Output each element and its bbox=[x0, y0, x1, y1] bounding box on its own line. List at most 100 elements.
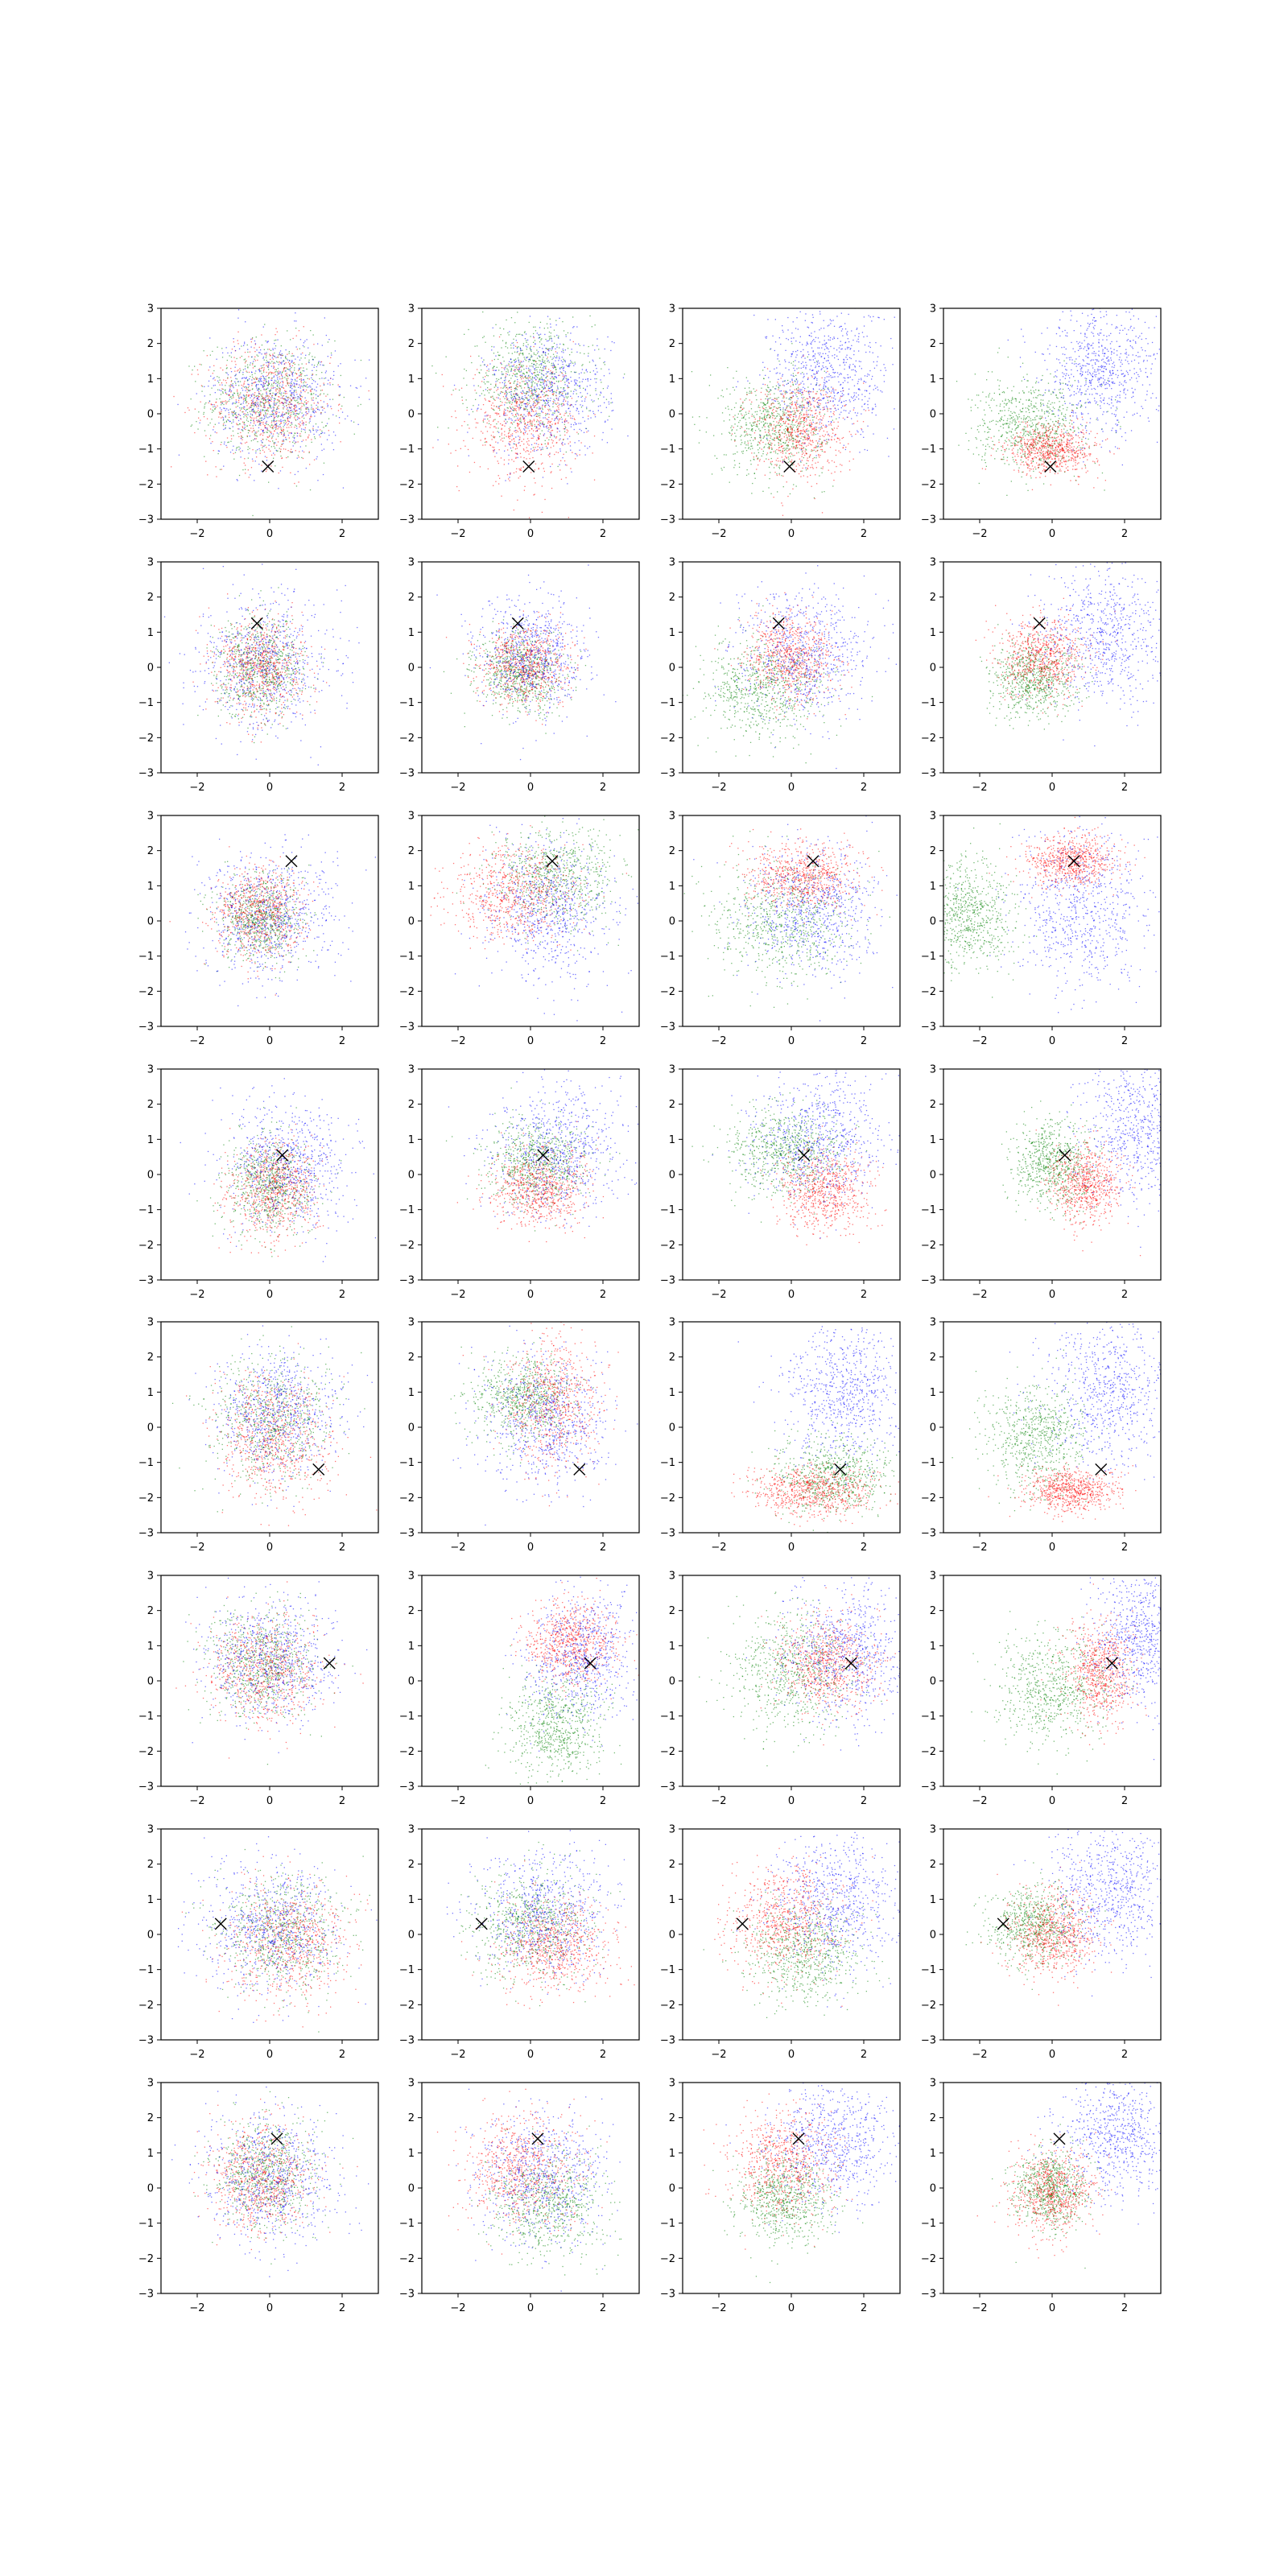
x-tick-label: 0 bbox=[266, 528, 273, 540]
red-point bbox=[509, 400, 510, 401]
blue-point bbox=[236, 374, 237, 375]
green-point bbox=[739, 467, 740, 468]
blue-point bbox=[298, 387, 299, 388]
red-point bbox=[562, 444, 563, 445]
red-point bbox=[559, 414, 560, 415]
green-point bbox=[744, 400, 745, 401]
blue-point bbox=[255, 343, 256, 344]
blue-point bbox=[279, 378, 280, 379]
green-point bbox=[754, 438, 755, 439]
blue-point bbox=[302, 451, 303, 452]
green-point bbox=[314, 436, 315, 437]
green-point bbox=[273, 458, 274, 459]
blue-point bbox=[269, 404, 270, 405]
green-point bbox=[815, 434, 816, 435]
green-point bbox=[588, 346, 589, 347]
red-point bbox=[311, 416, 312, 417]
blue-point bbox=[267, 417, 268, 418]
green-point bbox=[783, 442, 784, 443]
green-point bbox=[245, 359, 246, 360]
green-point bbox=[541, 338, 542, 339]
blue-point bbox=[342, 412, 343, 413]
red-point bbox=[536, 398, 537, 399]
red-point bbox=[272, 412, 273, 413]
red-point bbox=[295, 392, 296, 393]
green-point bbox=[250, 420, 251, 421]
green-point bbox=[269, 390, 270, 391]
green-point bbox=[204, 430, 205, 431]
blue-point bbox=[519, 368, 520, 369]
green-point bbox=[763, 378, 764, 379]
blue-point bbox=[238, 309, 239, 310]
green-point bbox=[246, 372, 247, 373]
blue-point bbox=[558, 360, 559, 361]
green-point bbox=[247, 366, 248, 367]
axes-frame bbox=[161, 308, 378, 519]
red-point bbox=[246, 405, 247, 406]
blue-point bbox=[568, 379, 569, 380]
green-point bbox=[779, 473, 780, 474]
green-point bbox=[284, 377, 285, 378]
red-point bbox=[751, 415, 752, 416]
green-point bbox=[772, 430, 773, 431]
blue-point bbox=[234, 346, 235, 347]
red-point bbox=[515, 400, 516, 401]
blue-point bbox=[514, 369, 515, 370]
green-point bbox=[517, 347, 518, 348]
green-point bbox=[227, 442, 228, 443]
green-point bbox=[806, 463, 807, 464]
green-point bbox=[262, 410, 263, 411]
blue-point bbox=[583, 417, 584, 418]
blue-point bbox=[573, 326, 574, 327]
blue-point bbox=[498, 432, 499, 433]
red-point bbox=[519, 401, 520, 402]
green-point bbox=[802, 407, 803, 408]
blue-point bbox=[550, 466, 551, 467]
green-point bbox=[800, 412, 801, 413]
red-point bbox=[290, 451, 291, 452]
blue-point bbox=[589, 446, 590, 447]
red-point bbox=[314, 402, 315, 403]
red-point bbox=[229, 386, 230, 387]
red-point bbox=[310, 390, 311, 391]
red-point bbox=[527, 422, 528, 423]
green-point bbox=[544, 392, 545, 393]
blue-point bbox=[507, 398, 508, 399]
blue-point bbox=[291, 360, 292, 361]
green-point bbox=[219, 398, 220, 399]
green-point bbox=[496, 378, 497, 379]
blue-point bbox=[549, 454, 550, 455]
red-point bbox=[536, 404, 537, 405]
green-point bbox=[191, 398, 192, 399]
blue-point bbox=[576, 410, 577, 411]
red-point bbox=[275, 421, 276, 422]
green-point bbox=[511, 450, 512, 451]
red-point bbox=[275, 405, 276, 406]
red-point bbox=[249, 372, 250, 373]
blue-point bbox=[271, 397, 272, 398]
green-point bbox=[756, 399, 757, 400]
green-point bbox=[486, 375, 487, 376]
green-point bbox=[554, 356, 555, 357]
green-point bbox=[762, 491, 763, 492]
red-point bbox=[279, 361, 280, 362]
blue-point bbox=[563, 378, 564, 379]
red-point bbox=[490, 389, 491, 390]
y-tick-label: −2 bbox=[138, 479, 154, 491]
blue-point bbox=[534, 386, 535, 387]
red-point bbox=[201, 385, 202, 386]
red-point bbox=[796, 452, 797, 453]
red-point bbox=[302, 416, 303, 417]
red-point bbox=[463, 440, 464, 441]
green-point bbox=[213, 370, 214, 371]
green-point bbox=[691, 371, 692, 372]
blue-point bbox=[543, 401, 544, 402]
blue-point bbox=[330, 406, 331, 407]
green-point bbox=[529, 353, 530, 354]
red-point bbox=[236, 415, 237, 416]
blue-point bbox=[256, 386, 257, 387]
green-point bbox=[568, 387, 569, 388]
green-point bbox=[284, 432, 285, 433]
green-point bbox=[530, 355, 531, 356]
red-point bbox=[494, 426, 495, 427]
